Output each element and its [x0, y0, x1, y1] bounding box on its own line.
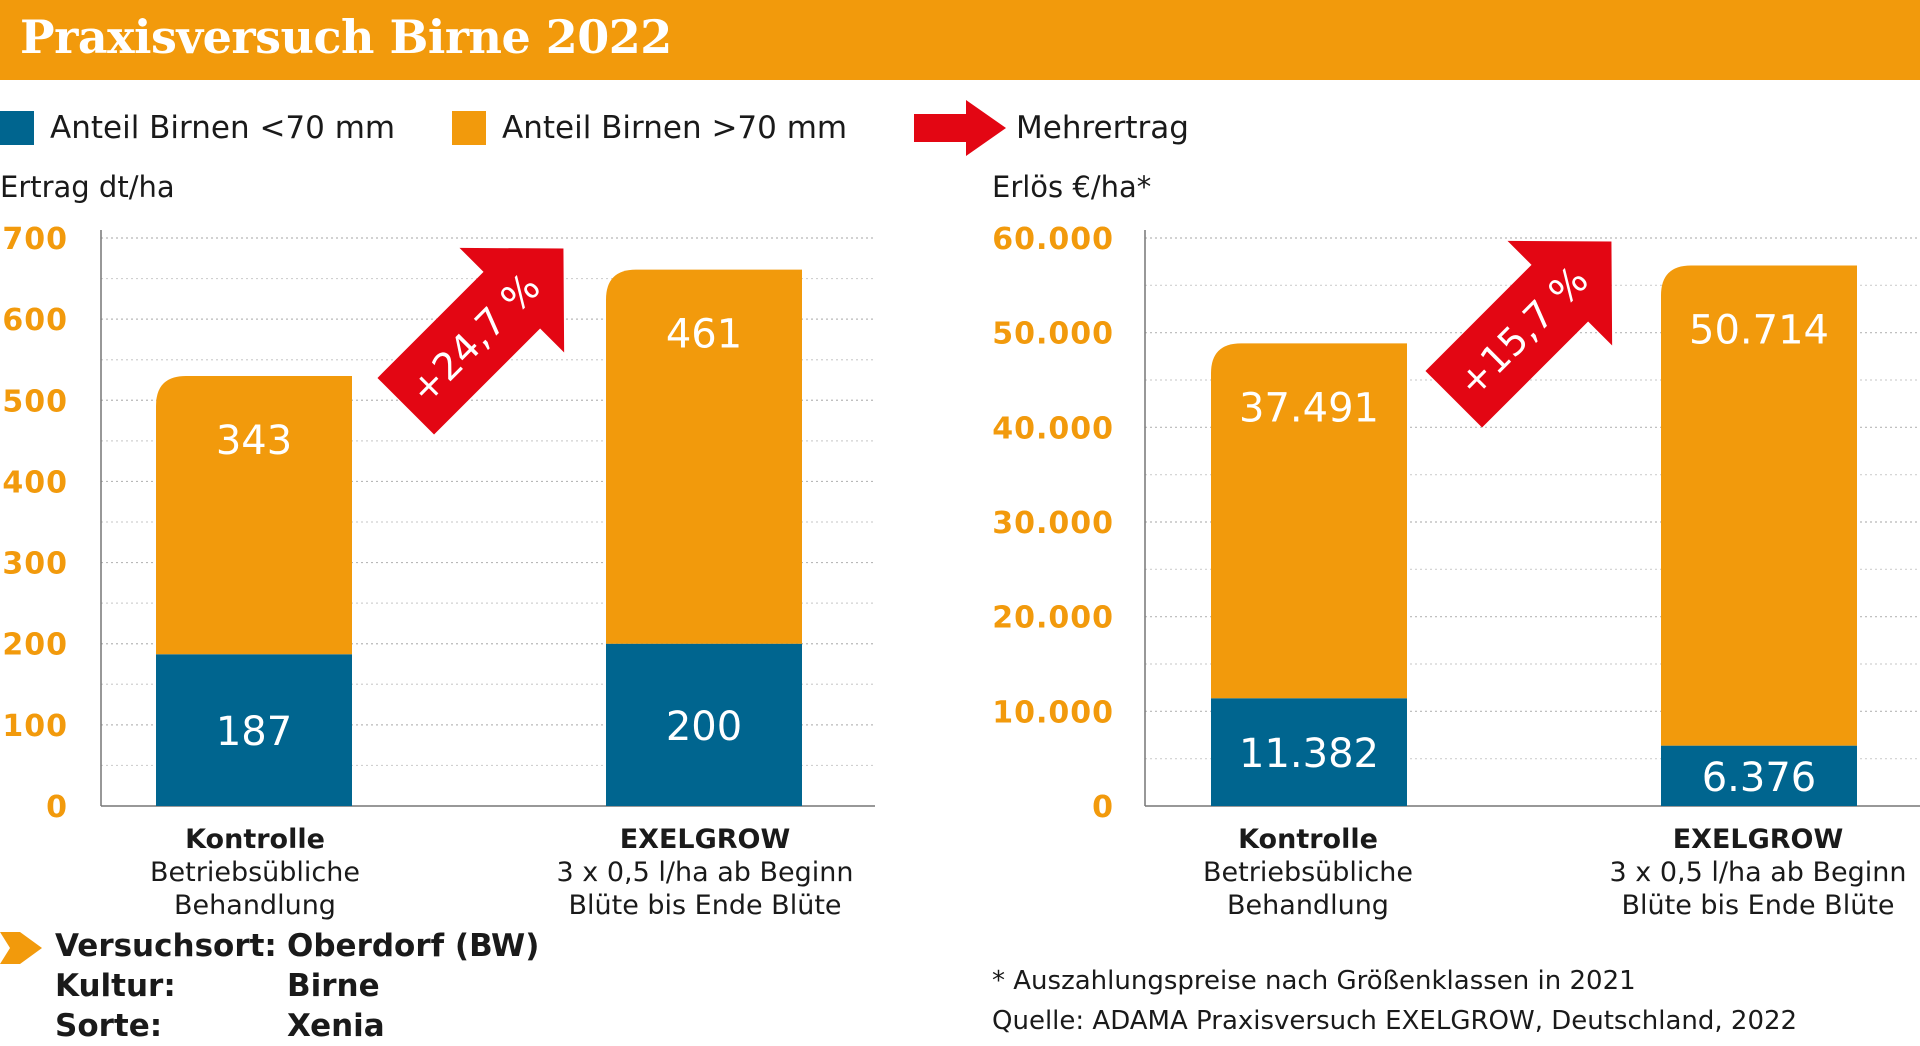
- y-tick-label: 100: [2, 709, 68, 744]
- bar-segment-small: [1211, 698, 1407, 806]
- increase-arrow-shape: [377, 247, 565, 435]
- source-note: Quelle: ADAMA Praxisversuch EXELGROW, De…: [992, 1006, 1798, 1036]
- category-detail: Blüte bis Ende Blüte: [568, 890, 842, 921]
- category-detail: Blüte bis Ende Blüte: [1621, 890, 1895, 921]
- category-detail: Behandlung: [174, 890, 336, 921]
- right-category-exelgrow: EXELGROW 3 x 0,5 l/ha ab Beginn Blüte bi…: [1573, 823, 1920, 922]
- data-label-small: 11.382: [1239, 731, 1379, 777]
- increase-arrow: +15,7 %: [1425, 240, 1613, 428]
- y-tick-label: 0: [46, 790, 68, 825]
- y-tick-label: 50.000: [992, 317, 1114, 352]
- category-label: Kontrolle: [185, 824, 325, 855]
- y-tick-label: 30.000: [992, 506, 1114, 541]
- info-key: Kultur:: [55, 968, 176, 1004]
- category-detail: 3 x 0,5 l/ha ab Beginn: [1609, 857, 1907, 888]
- bar-segment-small: [1661, 745, 1857, 806]
- left-category-kontrolle: Kontrolle Betriebsübliche Behandlung: [105, 823, 405, 922]
- category-detail: Betriebsübliche: [1203, 857, 1413, 888]
- footnote: * Auszahlungspreise nach Größenklassen i…: [992, 966, 1636, 996]
- right-category-kontrolle: Kontrolle Betriebsübliche Behandlung: [1158, 823, 1458, 922]
- bar-segment-large: [1211, 343, 1407, 699]
- legend-swatch-blue: [0, 111, 34, 145]
- data-label-small: 6.376: [1702, 755, 1817, 801]
- info-row-location: Versuchsort: Oberdorf (BW): [55, 926, 539, 966]
- category-label: EXELGROW: [1672, 824, 1844, 855]
- category-detail: 3 x 0,5 l/ha ab Beginn: [556, 857, 854, 888]
- y-tick-label: 500: [2, 384, 68, 419]
- y-tick-label: 300: [2, 547, 68, 582]
- y-tick-label: 700: [2, 222, 68, 257]
- title-bar: Praxisversuch Birne 2022: [0, 0, 1920, 80]
- legend-label-small: Anteil Birnen <70 mm: [50, 110, 396, 146]
- bar-segment-small: [156, 654, 352, 806]
- info-value: Xenia: [287, 1008, 385, 1044]
- y-tick-label: 10.000: [992, 695, 1114, 730]
- bullet-arrow-icon: [0, 932, 42, 964]
- info-row-crop: Kultur: Birne: [55, 966, 539, 1006]
- info-key: Versuchsort:: [55, 928, 277, 964]
- y-tick-label: 600: [2, 303, 68, 338]
- bar-segment-large: [606, 269, 802, 644]
- chart-title: Praxisversuch Birne 2022: [20, 10, 672, 64]
- increase-arrow-shape: [1425, 240, 1613, 428]
- bar-segment-small: [606, 643, 802, 806]
- category-detail: Behandlung: [1227, 890, 1389, 921]
- bar-segment-large: [156, 375, 352, 655]
- data-label-small: 187: [216, 709, 292, 755]
- chart-erloes: 0 10.000 20.000 30.000 40.000 50.000 60.000 11.…: [992, 222, 1920, 825]
- category-label: EXELGROW: [619, 824, 791, 855]
- legend-label-arrow: Mehrertrag: [1016, 110, 1189, 146]
- legend: Anteil Birnen <70 mm Anteil Birnen >70 m…: [0, 100, 1920, 156]
- y-tick-label: 200: [2, 628, 68, 663]
- legend-item-large: Anteil Birnen >70 mm: [452, 100, 847, 156]
- data-label-large: 343: [216, 418, 292, 464]
- legend-item-small: Anteil Birnen <70 mm: [0, 100, 395, 156]
- increase-arrow: +24,7 %: [377, 247, 565, 435]
- data-label-small: 200: [666, 704, 742, 750]
- legend-item-arrow: Mehrertrag: [914, 100, 1189, 156]
- chart-ertrag: 0 100 200 300 400 500 600 700 187 343 200 461 +24,7 …: [2, 222, 875, 825]
- legend-swatch-orange: [452, 111, 486, 145]
- right-axis-label: Erlös €/ha*: [992, 170, 1152, 204]
- y-tick-label: 60.000: [992, 222, 1114, 257]
- red-arrow-icon: [914, 100, 1006, 156]
- category-detail: Betriebsübliche: [150, 857, 360, 888]
- data-label-large: 37.491: [1239, 385, 1379, 431]
- y-tick-label: 20.000: [992, 601, 1114, 636]
- y-tick-label: 0: [1092, 790, 1114, 825]
- info-value: Birne: [287, 968, 380, 1004]
- left-axis-label: Ertrag dt/ha: [0, 170, 175, 204]
- y-tick-label: 40.000: [992, 411, 1114, 446]
- data-label-large: 50.714: [1689, 308, 1829, 354]
- trial-info: Versuchsort: Oberdorf (BW) Kultur: Birne…: [55, 926, 539, 1046]
- info-value: Oberdorf (BW): [287, 928, 540, 964]
- info-row-variety: Sorte: Xenia: [55, 1006, 539, 1046]
- data-label-large: 461: [666, 312, 742, 358]
- y-tick-label: 400: [2, 465, 68, 500]
- left-category-exelgrow: EXELGROW 3 x 0,5 l/ha ab Beginn Blüte bi…: [520, 823, 890, 922]
- legend-label-large: Anteil Birnen >70 mm: [502, 110, 848, 146]
- info-key: Sorte:: [55, 1008, 163, 1044]
- bar-segment-large: [1661, 265, 1857, 746]
- category-label: Kontrolle: [1238, 824, 1378, 855]
